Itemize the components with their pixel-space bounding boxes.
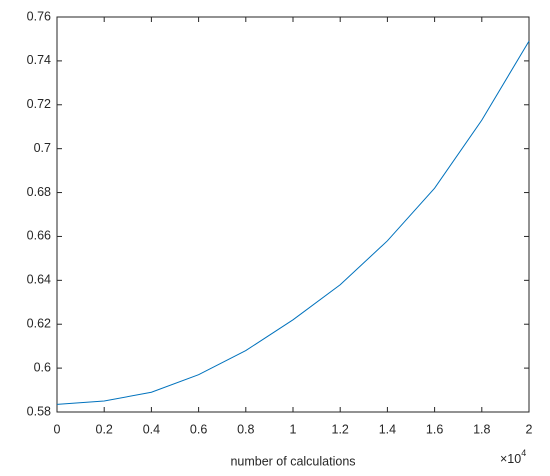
axes-box	[56, 16, 530, 413]
x-tick-label: 0.8	[237, 422, 254, 436]
y-tick-label: 0.58	[27, 404, 51, 418]
y-tick-label: 0.68	[27, 185, 51, 199]
y-tick-label: 0.66	[27, 229, 51, 243]
y-tick-label: 0.74	[27, 53, 51, 67]
x-tick-label: 1.4	[379, 422, 396, 436]
x-tick-label: 0.4	[143, 422, 160, 436]
x-exponent: ×104	[500, 448, 526, 466]
x-tick-label: 1.2	[332, 422, 349, 436]
y-tick-label: 0.72	[27, 97, 51, 111]
x-tick-label: 0	[54, 422, 61, 436]
x-tick-label: 1	[290, 422, 297, 436]
y-tick-label: 0.64	[27, 273, 51, 287]
line	[56, 40, 530, 405]
x-axis-label: number of calculations	[230, 454, 355, 468]
y-tick-label: 0.62	[27, 317, 51, 331]
y-tick-label: 0.6	[34, 360, 51, 374]
x-exponent-base: ×10	[500, 452, 521, 466]
x-tick-label: 2	[526, 422, 533, 436]
x-tick-label: 0.2	[96, 422, 113, 436]
x-tick-label: 0.6	[190, 422, 207, 436]
y-tick-label: 0.76	[27, 9, 51, 23]
x-tick-label: 1.6	[426, 422, 443, 436]
y-tick-label: 0.7	[34, 141, 51, 155]
x-exponent-power: 4	[521, 448, 526, 458]
x-tick-label: 1.8	[473, 422, 490, 436]
